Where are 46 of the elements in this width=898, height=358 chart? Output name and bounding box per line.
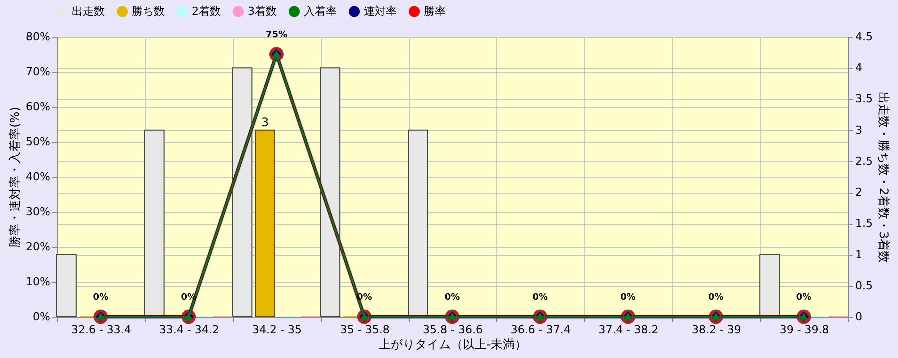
y2-tick-label: 1 bbox=[856, 248, 862, 262]
data-label: 0% bbox=[532, 293, 548, 303]
y2-axis-title: 出走数・勝ち数・2着数・3着数 bbox=[876, 92, 891, 264]
y2-tick-label: 0.5 bbox=[856, 279, 873, 292]
y-axis-title: 勝率・連対率・入着率(%) bbox=[8, 107, 22, 248]
y2-tick-label: 1.5 bbox=[856, 217, 873, 230]
y2-tick-label: 2 bbox=[856, 186, 862, 200]
y2-tick-label: 2.5 bbox=[856, 154, 873, 168]
y-tick-label: 70% bbox=[26, 66, 50, 78]
y-tick-label: 50% bbox=[26, 136, 50, 148]
legend-label: 2着数 bbox=[192, 4, 221, 18]
data-label: 3 bbox=[261, 115, 270, 130]
y2-tick-label: 3.5 bbox=[856, 92, 873, 106]
data-label: 0% bbox=[708, 293, 724, 303]
x-tick-label: 36.6 - 37.4 bbox=[510, 324, 571, 336]
legend-label: 勝率 bbox=[424, 4, 446, 18]
y-tick-label: 0% bbox=[33, 310, 50, 324]
y-tick-label: 10% bbox=[26, 276, 50, 288]
x-tick-label: 35 - 35.8 bbox=[340, 324, 390, 336]
data-label: 0% bbox=[93, 293, 109, 303]
y2-tick-label: 0 bbox=[856, 310, 862, 324]
y-tick-label: 60% bbox=[26, 100, 50, 114]
y2-tick-label: 4 bbox=[856, 62, 862, 75]
x-axis-title: 上がりタイム（以上-未満） bbox=[378, 338, 528, 352]
x-tick-label: 34.2 - 35 bbox=[252, 324, 302, 336]
y2-tick-label: 3 bbox=[856, 124, 862, 137]
y-tick-label: 20% bbox=[26, 240, 50, 254]
data-label: 75% bbox=[266, 30, 288, 40]
x-tick-label: 38.2 - 39 bbox=[692, 324, 742, 336]
data-label: 0% bbox=[620, 293, 636, 303]
legend-label: 出走数 bbox=[72, 4, 105, 18]
data-label: 0% bbox=[444, 293, 460, 303]
legend-label: 3着数 bbox=[248, 4, 277, 18]
x-tick-label: 35.8 - 36.6 bbox=[423, 324, 483, 336]
data-label: 0% bbox=[796, 293, 812, 303]
y-tick-label: 40% bbox=[26, 170, 50, 184]
y-tick-label: 80% bbox=[26, 30, 50, 44]
y-tick-label: 30% bbox=[26, 206, 50, 218]
x-tick-label: 39 - 39.8 bbox=[780, 324, 830, 336]
legend-label: 入着率 bbox=[304, 4, 337, 18]
x-tick-label: 32.6 - 33.4 bbox=[71, 324, 132, 336]
x-tick-label: 37.4 - 38.2 bbox=[598, 324, 659, 336]
legend-label: 連対率 bbox=[364, 4, 397, 18]
y2-tick-label: 4.5 bbox=[856, 30, 873, 44]
legend-label: 勝ち数 bbox=[132, 4, 165, 18]
x-tick-label: 33.4 - 34.2 bbox=[159, 324, 220, 336]
